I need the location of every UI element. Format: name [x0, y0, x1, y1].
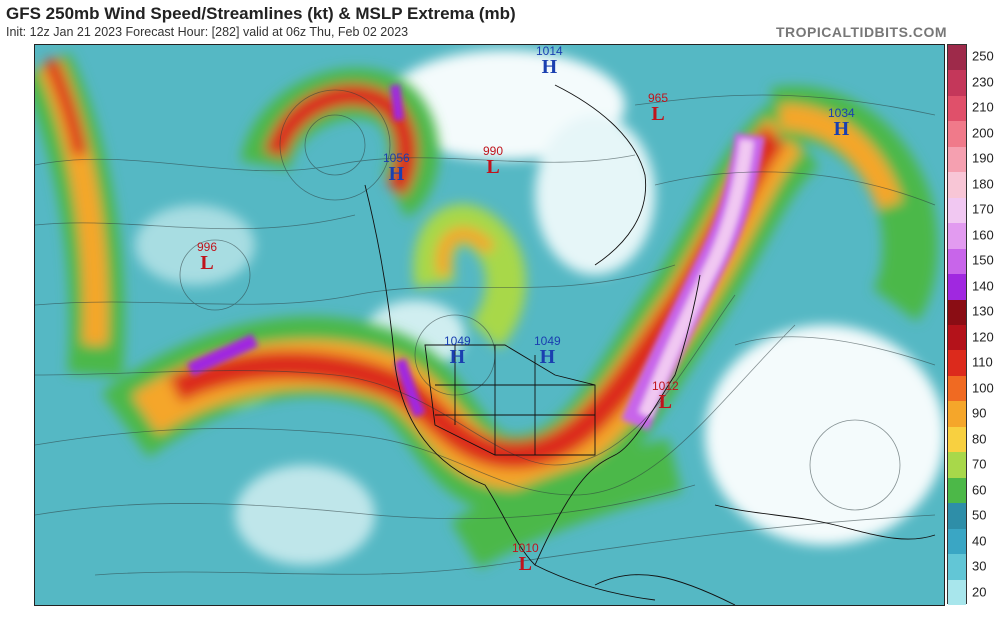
pressure-type: H [833, 118, 850, 140]
pressure-low-marker: 996 L [197, 241, 217, 273]
colorbar-label: 120 [972, 329, 994, 345]
colorbar-label: 200 [972, 125, 994, 141]
pressure-value: 996 [197, 240, 218, 254]
colorbar-label: 230 [972, 74, 994, 90]
colorbar-label: 210 [972, 99, 994, 115]
colorbar-label: 250 [972, 48, 994, 64]
colorbar-segment [948, 401, 966, 428]
colorbar-segment [948, 95, 966, 122]
colorbar-label: 60 [972, 482, 987, 498]
colorbar-label: 20 [972, 584, 987, 600]
colorbar-segment [948, 70, 966, 97]
colorbar-label: 150 [972, 252, 994, 268]
colorbar-label: 70 [972, 456, 987, 472]
colorbar-segment [948, 503, 966, 530]
pressure-low-marker: 1010 L [512, 542, 539, 574]
pressure-type: L [200, 252, 214, 274]
pressure-type: L [518, 553, 533, 575]
pressure-value: 1049 [534, 334, 561, 348]
colorbar-label: 140 [972, 278, 994, 294]
colorbar-segment [948, 350, 966, 377]
colorbar-segment [948, 121, 966, 148]
colorbar-label: 190 [972, 150, 994, 166]
colorbar-label: 40 [972, 533, 987, 549]
map-subtitle: Init: 12z Jan 21 2023 Forecast Hour: [28… [6, 25, 409, 39]
pressure-type: H [388, 163, 405, 185]
colorbar-segment [948, 452, 966, 479]
colorbar-segment [948, 426, 966, 453]
pressure-type: L [651, 103, 665, 125]
pressure-type: L [658, 391, 673, 413]
colorbar-label: 80 [972, 431, 987, 447]
pressure-low-marker: 965 L [648, 92, 668, 124]
pressure-value: 1049 [444, 334, 471, 348]
colorbar-label: 170 [972, 201, 994, 217]
colorbar-label: 180 [972, 176, 994, 192]
colorbar-segment [948, 554, 966, 581]
pressure-value: 1014 [536, 44, 563, 58]
pressure-type: H [449, 346, 466, 368]
colorbar-segment [948, 45, 966, 71]
coastlines [364, 84, 936, 605]
wind-speed-map [34, 44, 945, 606]
colorbar-segment [948, 172, 966, 199]
colorbar-label: 30 [972, 558, 987, 574]
colorbar-label: 100 [972, 380, 994, 396]
pressure-low-marker: 1012 L [652, 380, 679, 412]
colorbar-segment [948, 274, 966, 301]
jet-cores [186, 84, 765, 431]
pressure-value: 1034 [828, 106, 855, 120]
pressure-high-marker: 1049 H [534, 335, 561, 367]
pressure-type: H [539, 346, 556, 368]
colorbar-segment [948, 248, 966, 275]
colorbar-segment [948, 197, 966, 224]
pressure-value: 1056 [383, 151, 410, 165]
pressure-low-marker: 990 L [483, 145, 503, 177]
pressure-type: H [541, 56, 558, 78]
pressure-value: 990 [483, 144, 504, 158]
colorbar-segment [948, 325, 966, 351]
pressure-high-marker: 1049 H [444, 335, 471, 367]
wind-speed-colorbar [947, 44, 967, 606]
colorbar-label: 90 [972, 405, 987, 421]
pressure-type: L [486, 156, 500, 178]
map-canvas [35, 45, 944, 605]
pressure-high-marker: 1034 H [828, 107, 855, 139]
colorbar-label: 50 [972, 507, 987, 523]
colorbar-label: 110 [972, 354, 993, 370]
colorbar-segment [948, 579, 966, 606]
brand-watermark: TROPICALTIDBITS.COM [775, 24, 947, 40]
colorbar-segment [948, 375, 966, 402]
colorbar-segment [948, 528, 966, 555]
colorbar-segment [948, 299, 966, 326]
colorbar-segment [948, 146, 966, 173]
pressure-high-marker: 1056 H [383, 152, 410, 184]
map-title: GFS 250mb Wind Speed/Streamlines (kt) & … [6, 4, 516, 23]
colorbar-segment [948, 223, 966, 250]
colorbar-label: 130 [972, 303, 994, 319]
colorbar-label: 160 [972, 227, 994, 243]
pressure-value: 1012 [652, 379, 679, 393]
pressure-value: 965 [648, 91, 669, 105]
pressure-high-marker: 1014 H [536, 45, 563, 77]
colorbar-segment [948, 477, 966, 504]
pressure-value: 1010 [512, 541, 539, 555]
